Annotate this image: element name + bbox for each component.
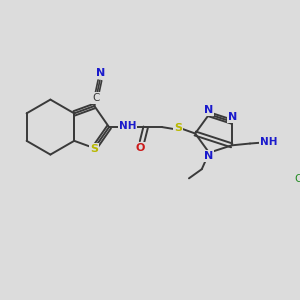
- Text: S: S: [90, 144, 98, 154]
- Text: N: N: [204, 151, 213, 161]
- Text: N: N: [228, 112, 237, 122]
- Text: S: S: [174, 123, 182, 133]
- Text: NH: NH: [118, 121, 136, 131]
- Text: Cl: Cl: [294, 174, 300, 184]
- Text: NH: NH: [260, 137, 278, 147]
- Text: N: N: [96, 68, 105, 78]
- Text: C: C: [92, 93, 100, 103]
- Text: N: N: [204, 105, 213, 115]
- Text: O: O: [136, 143, 145, 153]
